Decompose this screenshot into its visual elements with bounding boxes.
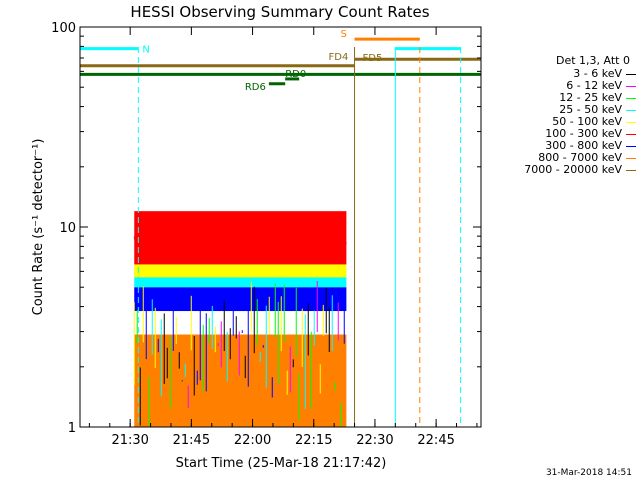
legend-label: 100 - 300 keV bbox=[545, 127, 622, 140]
x-tick-label: 22:15 bbox=[295, 433, 332, 448]
y-tick-label: 10 bbox=[59, 221, 76, 236]
legend-swatch bbox=[626, 133, 636, 135]
y-tick-label: 100 bbox=[51, 21, 76, 36]
legend-title: Det 1,3, Att 0 bbox=[556, 54, 630, 67]
chart-title: HESSI Observing Summary Count Rates bbox=[130, 3, 429, 21]
legend-label: 800 - 7000 keV bbox=[538, 151, 622, 164]
legend-entry: 12 - 25 keV bbox=[496, 92, 636, 104]
flag-label-n: N bbox=[142, 45, 149, 56]
flag-bars: N S FD4 FD5 RD6 RD0 bbox=[80, 29, 481, 93]
legend-entry: 50 - 100 keV bbox=[496, 116, 636, 128]
data-bands bbox=[133, 211, 347, 427]
legend-label: 300 - 800 keV bbox=[545, 139, 622, 152]
legend-swatch bbox=[626, 121, 636, 123]
legend-swatch bbox=[626, 85, 636, 87]
band-50-100-kev bbox=[134, 263, 347, 278]
band-100-300-kev bbox=[134, 211, 347, 265]
legend-label: 3 - 6 keV bbox=[573, 67, 622, 80]
legend-label: 25 - 50 keV bbox=[559, 103, 622, 116]
axes: 21:30 21:45 22:00 22:15 22:30 22:45 1 10 100 bbox=[51, 21, 481, 448]
legend-entry: 3 - 6 keV bbox=[496, 68, 636, 80]
x-tick-label: 22:00 bbox=[234, 433, 271, 448]
x-tick-label: 21:30 bbox=[111, 433, 148, 448]
band-800-7000-kev bbox=[134, 334, 347, 427]
legend-entries: 3 - 6 keV 6 - 12 keV 12 - 25 keV 25 - 50 ke… bbox=[496, 68, 636, 176]
legend-label: 6 - 12 keV bbox=[566, 79, 622, 92]
flag-label-rd6: RD6 bbox=[245, 82, 266, 93]
flag-label-fd5: FD5 bbox=[363, 53, 383, 64]
legend-swatch bbox=[626, 109, 636, 111]
red-spikes bbox=[133, 216, 347, 255]
flag-label-fd4: FD4 bbox=[329, 52, 349, 63]
y-tick-label: 1 bbox=[68, 421, 76, 436]
flag-label-s: S bbox=[341, 29, 347, 40]
legend-swatch bbox=[626, 73, 636, 75]
footer-timestamp: 31-Mar-2018 14:51 bbox=[545, 468, 632, 478]
y-axis-label: Count Rate (s⁻¹ detector⁻¹) bbox=[31, 139, 46, 316]
legend-label: 12 - 25 keV bbox=[559, 91, 622, 104]
legend-entry: 25 - 50 keV bbox=[496, 104, 636, 116]
x-tick-label: 21:45 bbox=[173, 433, 210, 448]
legend-swatch bbox=[626, 157, 636, 159]
band-300-800-kev bbox=[134, 287, 347, 312]
legend: Det 1,3, Att 0 3 - 6 keV 6 - 12 keV 12 - 2… bbox=[496, 54, 636, 176]
legend-entry: 800 - 7000 keV bbox=[496, 152, 636, 164]
x-tick-label: 22:45 bbox=[417, 433, 454, 448]
legend-entry: 100 - 300 keV bbox=[496, 128, 636, 140]
vertical-markers bbox=[137, 47, 462, 427]
legend-swatch bbox=[626, 169, 636, 171]
legend-entry: 6 - 12 keV bbox=[496, 80, 636, 92]
legend-swatch bbox=[626, 145, 636, 147]
legend-label: 7000 - 20000 keV bbox=[524, 163, 622, 176]
legend-entry: 300 - 800 keV bbox=[496, 140, 636, 152]
x-tick-label: 22:30 bbox=[356, 433, 393, 448]
flag-label-rd0: RD0 bbox=[285, 69, 306, 80]
legend-entry: 7000 - 20000 keV bbox=[496, 164, 636, 176]
legend-label: 50 - 100 keV bbox=[552, 115, 622, 128]
legend-swatch bbox=[626, 97, 636, 99]
x-axis-label: Start Time (25-Mar-18 21:17:42) bbox=[176, 456, 387, 471]
